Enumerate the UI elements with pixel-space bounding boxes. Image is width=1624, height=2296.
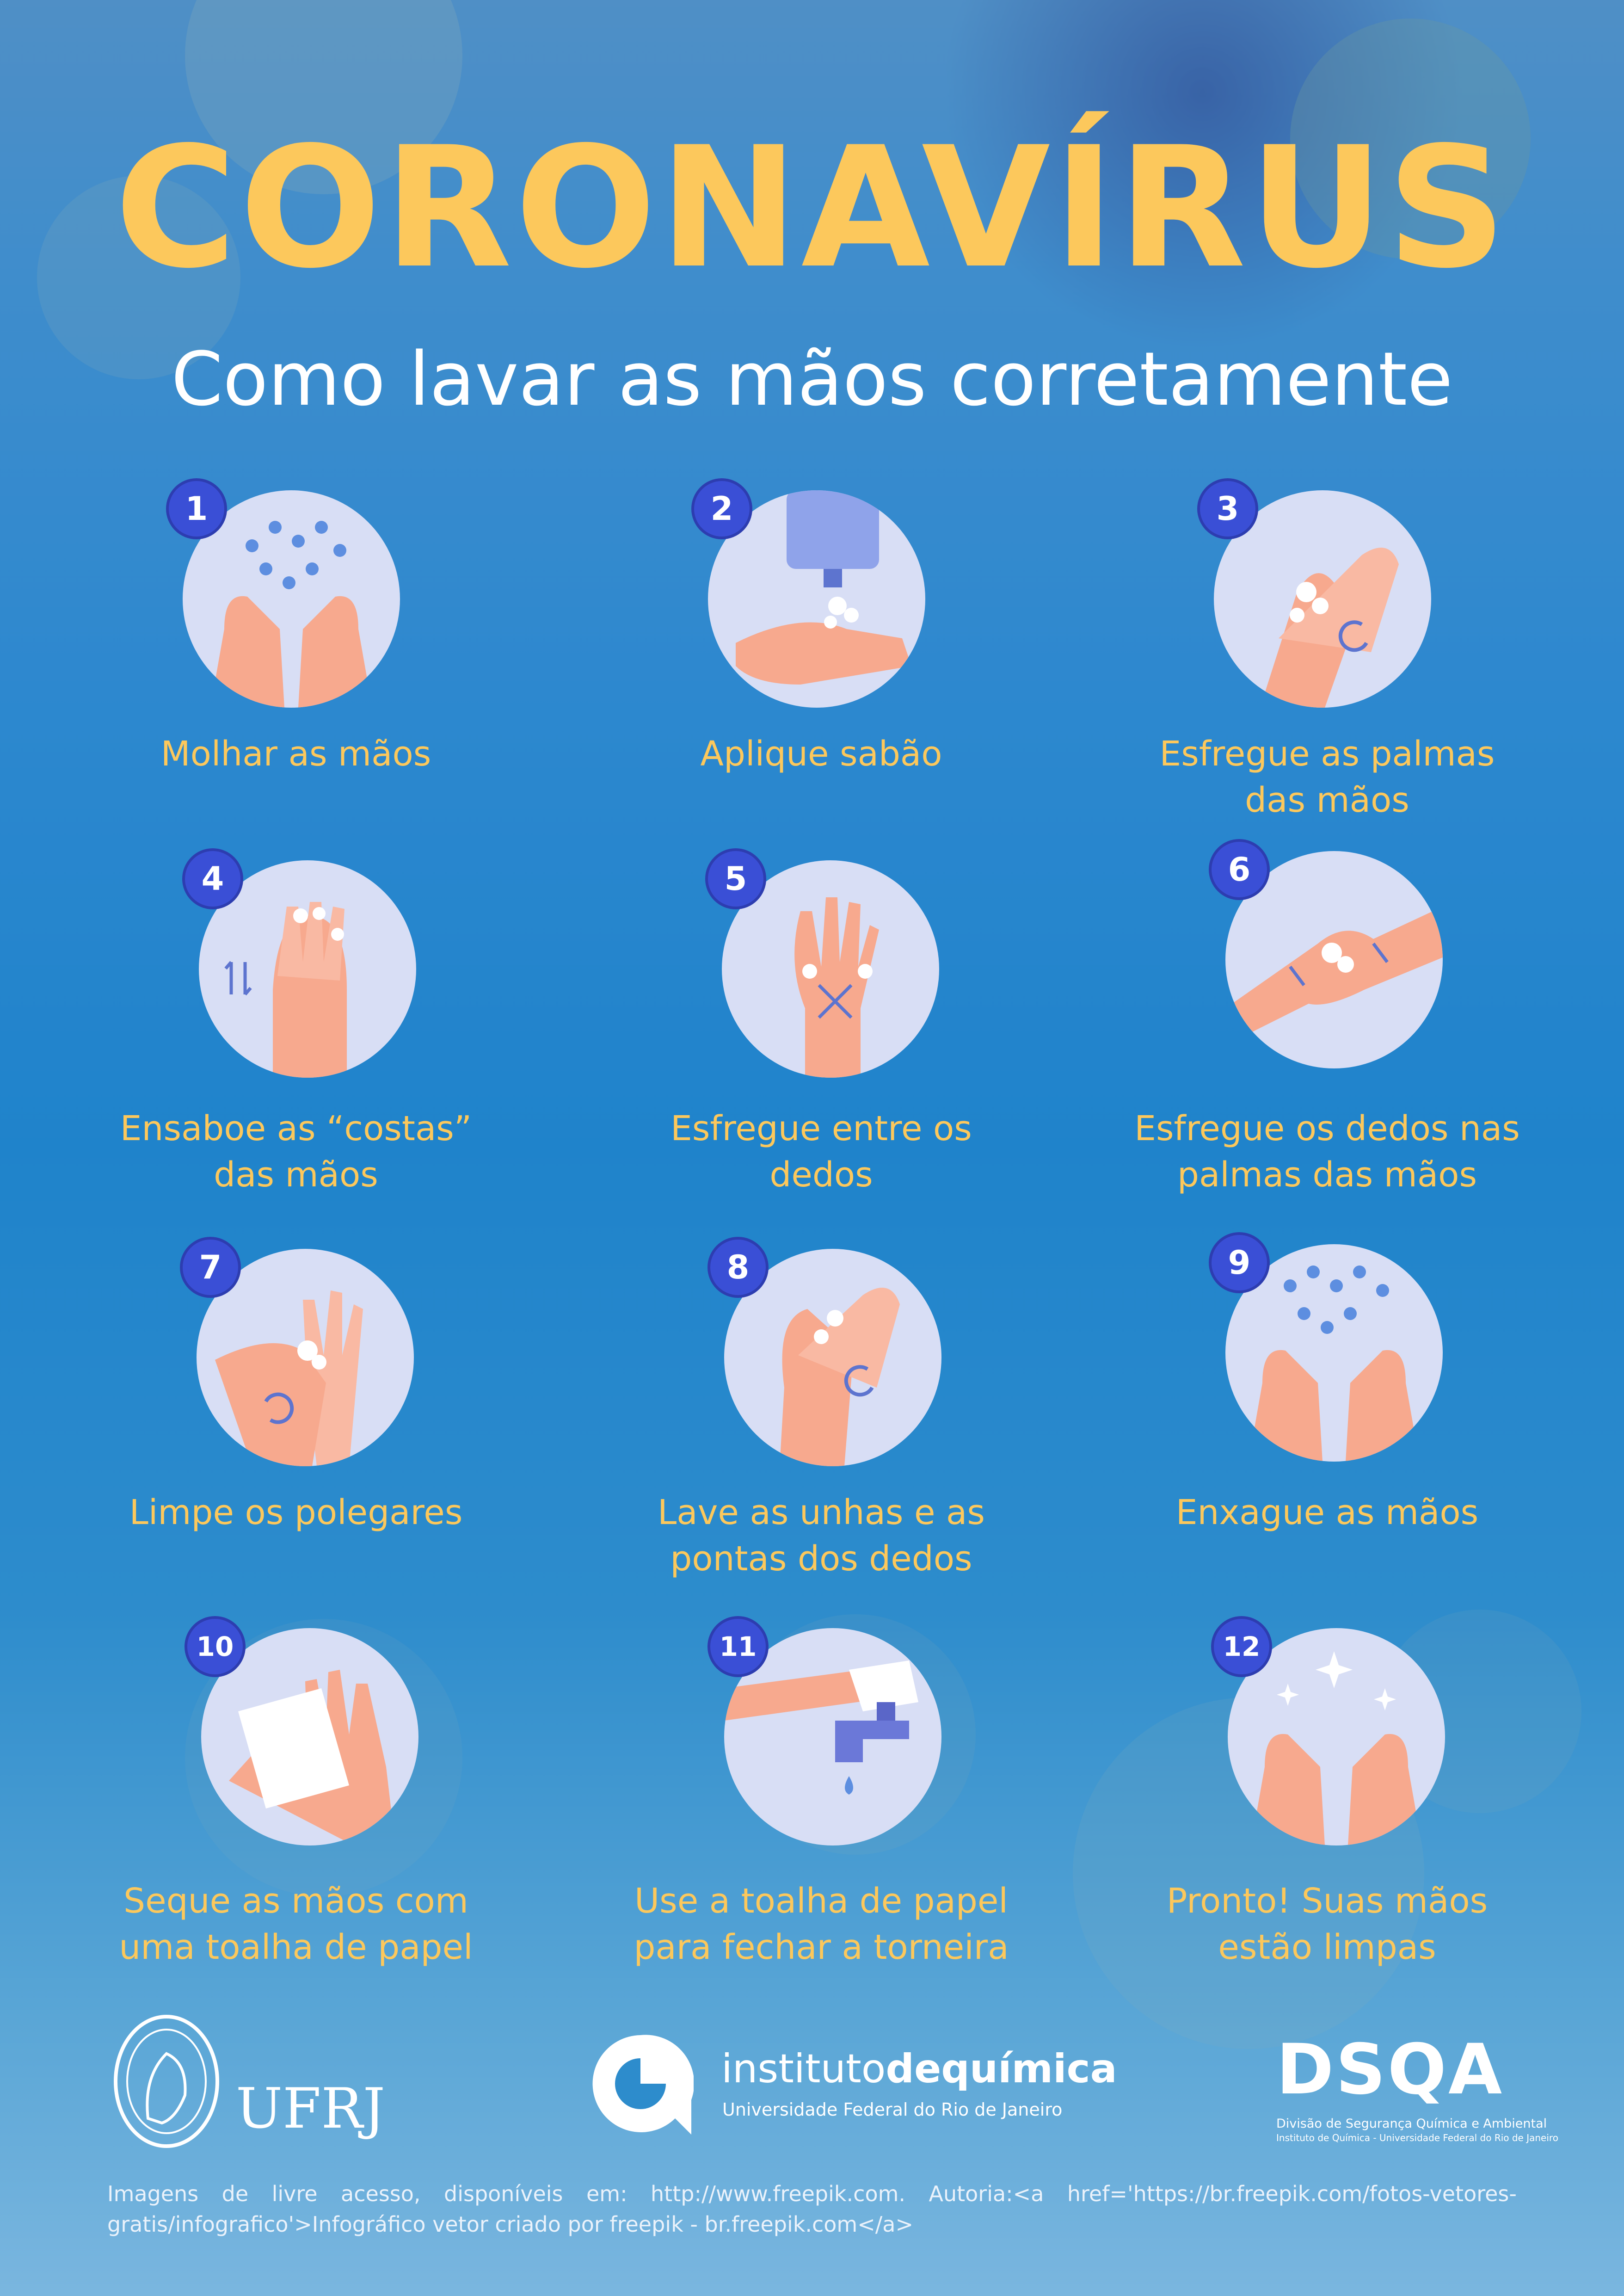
step-number-badge: 6 <box>1212 842 1267 897</box>
step-number-badge: 11 <box>710 1619 766 1674</box>
step-number-badge: 2 <box>694 481 750 537</box>
step-label: Esfregue as palmas das mãos <box>1159 734 1495 820</box>
rub-palms-icon <box>1214 490 1431 708</box>
step-label: Pronto! Suas mãos estão limpas <box>1166 1881 1488 1967</box>
step-label: Aplique sabão <box>700 734 942 774</box>
minerva-seal-icon <box>114 2015 219 2148</box>
dsqa-wordmark: DSQA <box>1276 2030 1504 2110</box>
step-label: Molhar as mãos <box>160 734 431 774</box>
ufrj-logo: UFRJ <box>106 2012 393 2151</box>
iq-q-icon <box>592 2035 694 2135</box>
paper-towel-icon <box>201 1628 418 1845</box>
step-number-badge: 8 <box>710 1240 766 1295</box>
image-credit-text: Imagens de livre acesso, disponíveis em:… <box>107 2181 1517 2237</box>
step-label: Enxague as mãos <box>1175 1493 1479 1532</box>
soap-dispenser-icon <box>708 490 925 708</box>
faucet-icon <box>724 1628 941 1845</box>
between-fingers-icon <box>722 860 939 1078</box>
step-number-badge: 12 <box>1214 1619 1269 1674</box>
fingers-on-palms-icon <box>1225 851 1443 1068</box>
step-number-badge: 4 <box>185 851 240 907</box>
instituto-de-quimica-logo: institutodequímica Universidade Federal … <box>587 2031 1117 2151</box>
step-label: Use a toalha de papel para fechar a torn… <box>634 1881 1009 1967</box>
footer-logos: UFRJ institutodequímica Universidade Fed… <box>0 2003 1624 2188</box>
iq-wordmark: institutodequímica <box>721 2046 1117 2092</box>
page-title: CORONAVÍRUS <box>114 111 1510 305</box>
dsqa-line-2: Instituto de Química - Universidade Fede… <box>1276 2132 1558 2143</box>
ufrj-wordmark: UFRJ <box>236 2077 385 2141</box>
thumbs-icon <box>197 1249 414 1466</box>
step-label: Esfregue entre os dedos <box>671 1109 972 1195</box>
step-number-badge: 10 <box>187 1619 243 1674</box>
step-label: Esfregue os dedos nas palmas das mãos <box>1134 1109 1520 1195</box>
step-label: Ensaboe as “costas” das mãos <box>120 1109 472 1195</box>
dsqa-line-1: Divisão de Segurança Química e Ambiental <box>1276 2117 1547 2131</box>
step-label: Limpe os polegares <box>129 1493 463 1532</box>
wet-hands-icon <box>183 490 400 708</box>
step-number-badge: 1 <box>169 481 224 537</box>
clean-hands-icon <box>1228 1628 1445 1845</box>
step-label: Lave as unhas e as pontas dos dedos <box>658 1493 985 1579</box>
iq-subtitle: Universidade Federal do Rio de Janeiro <box>722 2099 1063 2120</box>
dsqa-logo: DSQA Divisão de Segurança Química e Ambi… <box>1276 2017 1558 2155</box>
step-number-badge: 9 <box>1212 1235 1267 1290</box>
nails-icon <box>724 1249 941 1466</box>
page-subtitle: Como lavar as mãos corretamente <box>171 336 1453 422</box>
step-number-badge: 5 <box>708 851 763 907</box>
step-number-badge: 3 <box>1200 481 1255 537</box>
step-number-badge: 7 <box>183 1240 238 1295</box>
back-of-hands-icon <box>199 860 416 1078</box>
rinse-hands-icon <box>1225 1244 1443 1462</box>
step-label: Seque as mãos com uma toalha de papel <box>119 1881 473 1967</box>
